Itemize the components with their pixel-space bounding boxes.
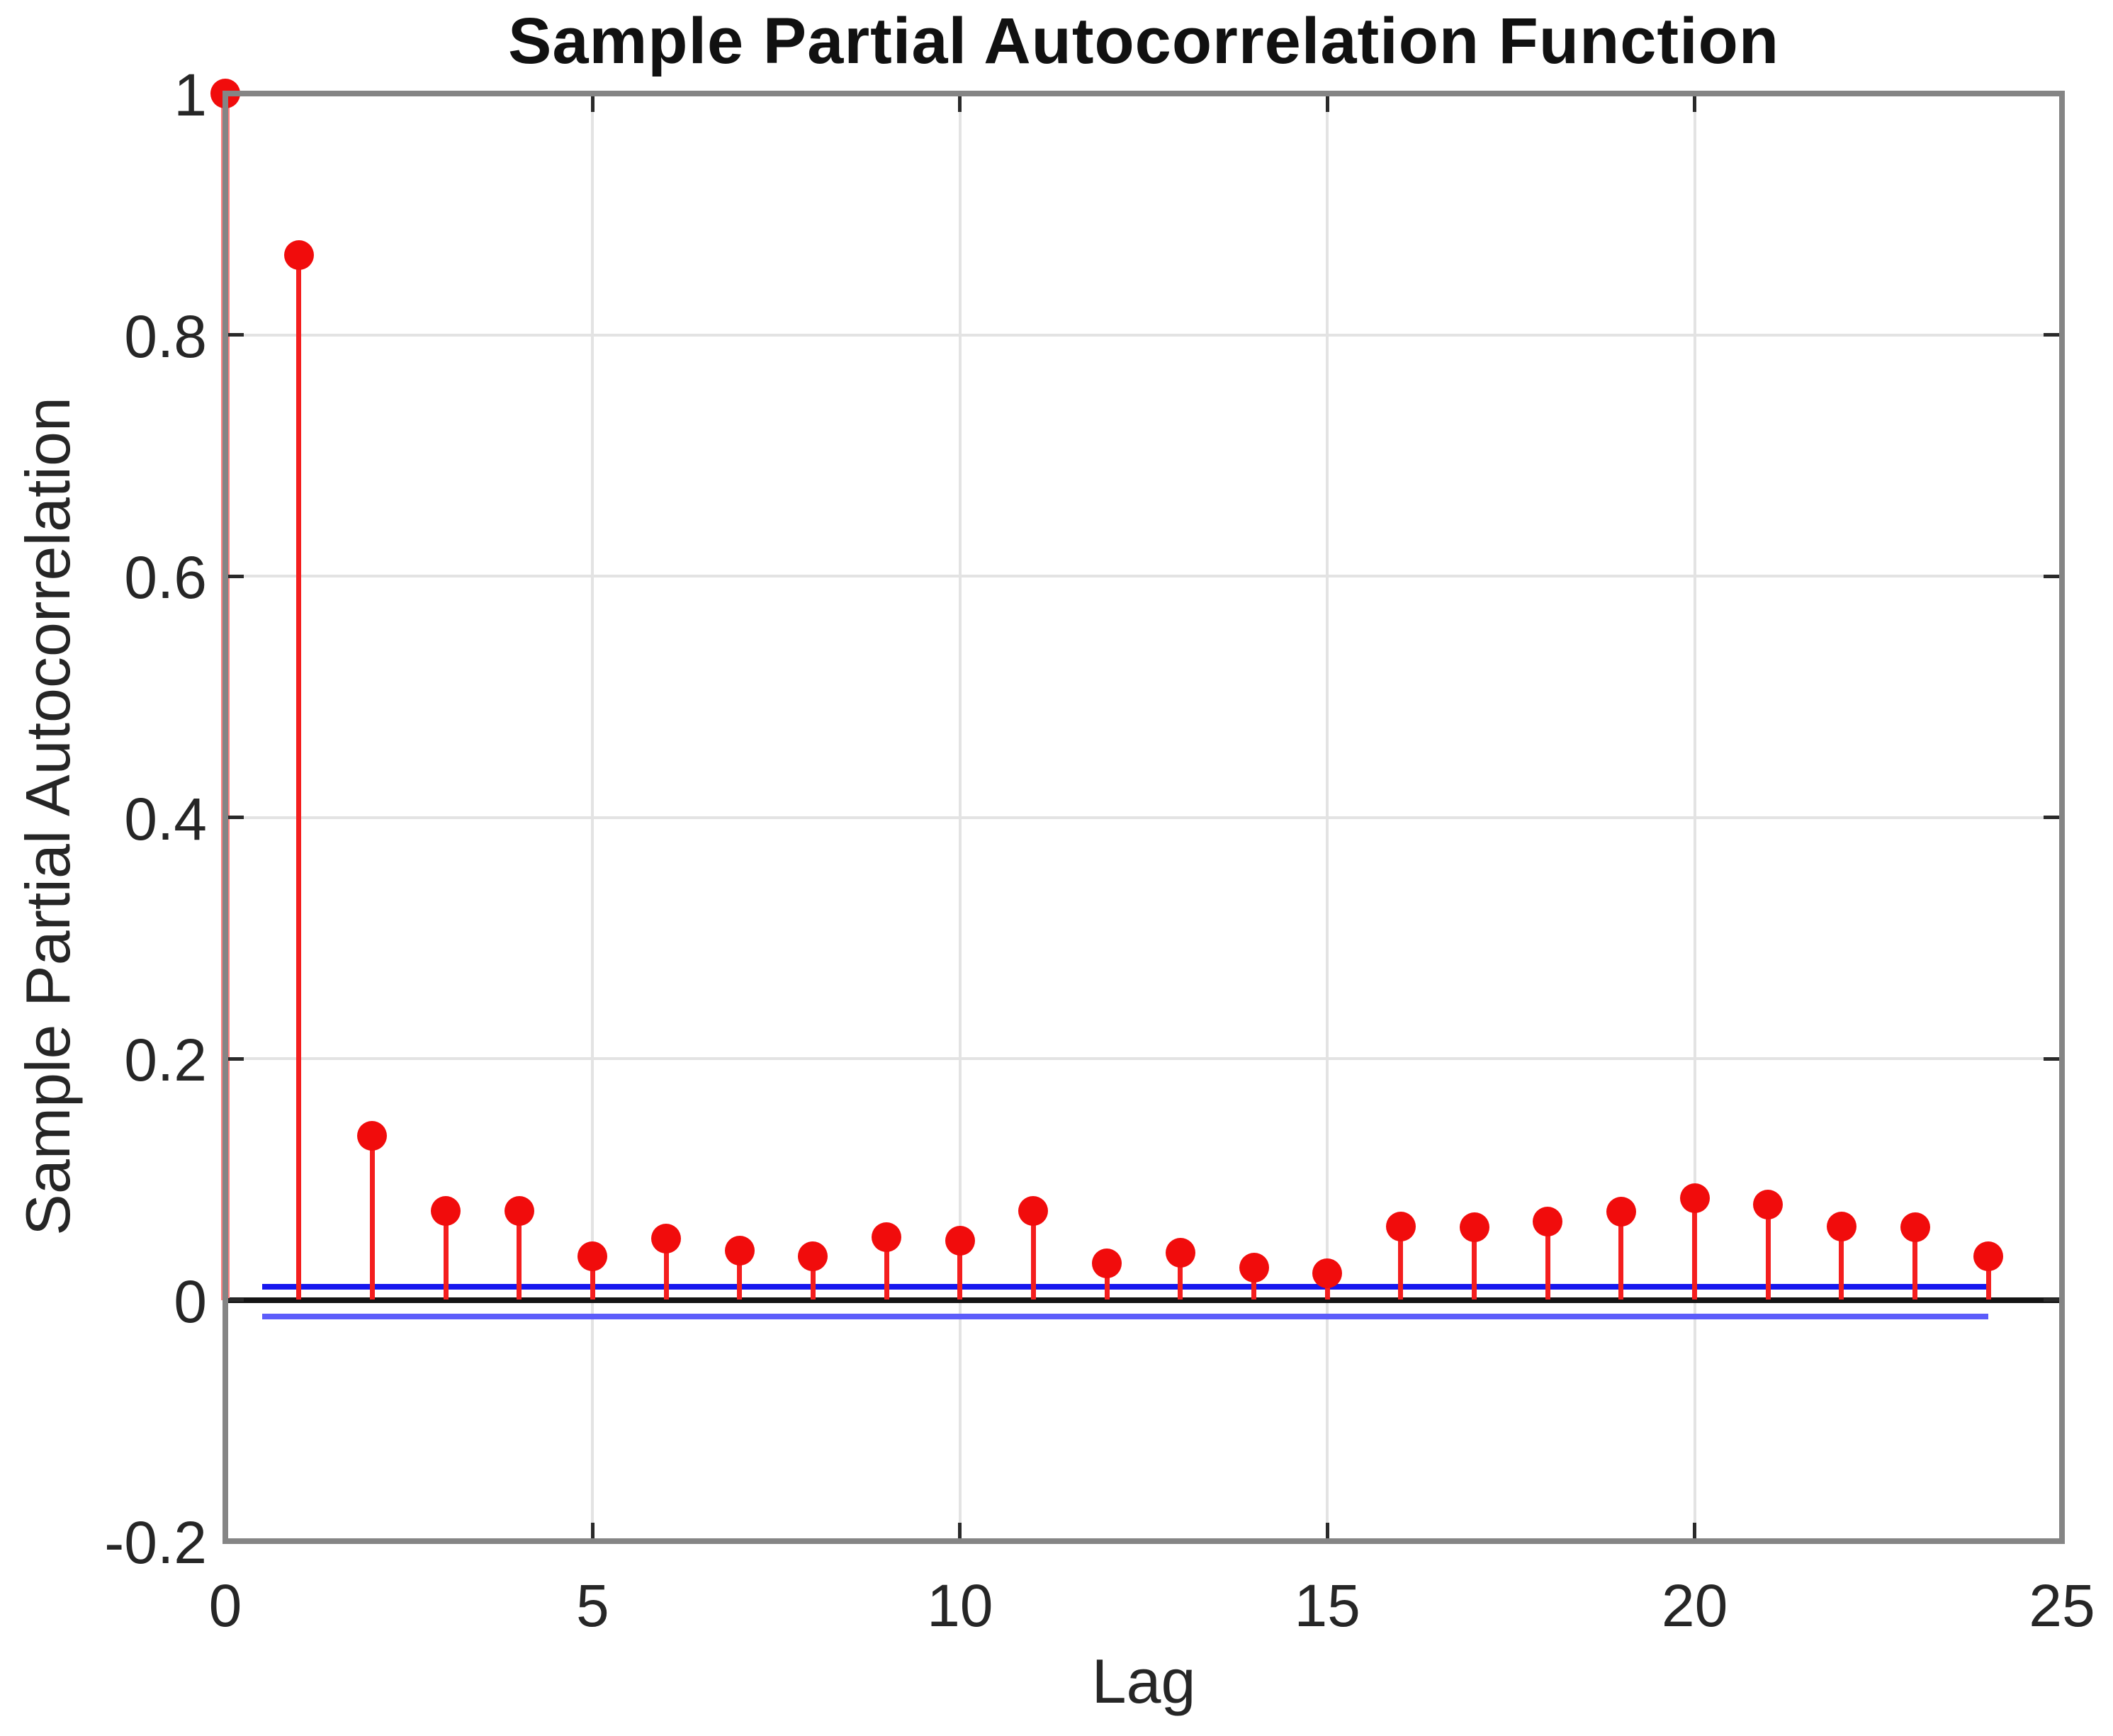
stem-marker xyxy=(1459,1212,1489,1243)
y-tick-mark-right xyxy=(2044,333,2062,337)
y-tick-mark-left xyxy=(225,333,244,337)
gridline-horizontal xyxy=(225,1057,2062,1060)
y-tick-label: 0.6 xyxy=(124,544,207,611)
stem-marker xyxy=(1312,1258,1343,1289)
y-tick-mark-left xyxy=(225,1056,244,1061)
stem-marker xyxy=(1165,1238,1195,1268)
stem-line xyxy=(1472,1227,1477,1300)
stem-line xyxy=(1104,1263,1110,1300)
x-tick-mark-bottom xyxy=(590,1523,595,1541)
stem-line xyxy=(517,1210,522,1300)
gridline-horizontal xyxy=(225,575,2062,577)
x-tick-label: 0 xyxy=(208,1572,242,1639)
stem-line xyxy=(1545,1221,1550,1300)
y-tick-mark-right xyxy=(2044,574,2062,578)
x-tick-label: 15 xyxy=(1294,1572,1360,1639)
stem-line xyxy=(296,255,302,1300)
stem-line xyxy=(737,1250,743,1300)
y-tick-mark-left xyxy=(225,816,244,819)
stem-line xyxy=(1178,1253,1183,1300)
stem-marker xyxy=(577,1241,608,1272)
confidence-bound-upper xyxy=(261,1283,1989,1290)
x-tick-mark-top xyxy=(958,94,962,112)
y-tick-mark-right xyxy=(2044,816,2062,819)
x-tick-mark-top xyxy=(590,94,595,112)
stem-marker xyxy=(872,1222,902,1252)
stem-marker xyxy=(651,1223,682,1253)
x-tick-label: 10 xyxy=(927,1572,993,1639)
y-tick-label: 0.2 xyxy=(124,1027,207,1093)
stem-line xyxy=(1985,1256,1991,1300)
stem-line xyxy=(1912,1227,1918,1300)
x-tick-label: 5 xyxy=(576,1572,609,1639)
stem-line xyxy=(1692,1198,1698,1300)
stem-marker xyxy=(504,1195,534,1226)
y-tick-mark-left xyxy=(225,1298,244,1302)
stem-line xyxy=(884,1236,889,1300)
x-tick-mark-top xyxy=(1325,94,1329,112)
x-tick-label: 20 xyxy=(1661,1572,1728,1639)
y-tick-label: -0.2 xyxy=(104,1509,207,1576)
axes-box xyxy=(222,91,2065,1544)
stem-line xyxy=(1398,1226,1404,1300)
x-tick-mark-top xyxy=(1693,94,1697,112)
x-tick-mark-bottom xyxy=(958,1523,962,1541)
stem-marker xyxy=(1606,1197,1636,1227)
stem-marker xyxy=(945,1226,975,1256)
stem-line xyxy=(590,1256,595,1300)
y-tick-label: 1 xyxy=(174,62,207,128)
stem-marker xyxy=(1533,1206,1563,1236)
x-tick-mark-bottom xyxy=(1693,1523,1697,1541)
stem-line xyxy=(1030,1210,1036,1300)
stem-line xyxy=(1839,1226,1844,1300)
y-tick-label: 0.8 xyxy=(124,303,207,370)
stem-marker xyxy=(1753,1190,1784,1219)
stem-marker xyxy=(724,1235,755,1266)
stem-marker xyxy=(1826,1211,1856,1241)
gridline-horizontal xyxy=(225,816,2062,819)
stem-marker xyxy=(1679,1183,1710,1214)
stem-marker xyxy=(1239,1252,1269,1283)
stem-line xyxy=(443,1210,449,1300)
stem-marker xyxy=(1018,1195,1049,1226)
stem-line xyxy=(1251,1267,1257,1300)
y-tick-mark-right xyxy=(2044,1298,2062,1302)
stem-line xyxy=(369,1135,375,1300)
stem-marker xyxy=(283,240,314,271)
y-tick-label: 0 xyxy=(174,1268,207,1335)
stem-line xyxy=(663,1238,669,1300)
y-tick-mark-left xyxy=(225,574,244,578)
stem-marker xyxy=(1385,1211,1416,1241)
stem-marker xyxy=(1900,1212,1930,1243)
chart-title: Sample Partial Autocorrelation Function xyxy=(507,5,1780,77)
stem-marker xyxy=(357,1120,388,1151)
confidence-bound-lower xyxy=(261,1314,1989,1320)
x-axis-label: Lag xyxy=(1091,1646,1196,1716)
stem-marker xyxy=(431,1195,461,1226)
gridline-horizontal xyxy=(225,333,2062,337)
x-tick-label: 25 xyxy=(2029,1572,2095,1639)
stem-line xyxy=(957,1241,963,1300)
stem-marker xyxy=(1092,1249,1122,1279)
stem-line xyxy=(810,1256,816,1300)
y-tick-mark-right xyxy=(2044,1056,2062,1061)
stem-line xyxy=(1618,1212,1624,1300)
stem-marker xyxy=(1973,1241,2004,1272)
x-tick-mark-bottom xyxy=(1325,1523,1329,1541)
zero-baseline xyxy=(225,1297,2062,1303)
stem-line xyxy=(1765,1205,1771,1300)
y-tick-label: 0.4 xyxy=(124,785,207,852)
stem-marker xyxy=(798,1241,828,1272)
